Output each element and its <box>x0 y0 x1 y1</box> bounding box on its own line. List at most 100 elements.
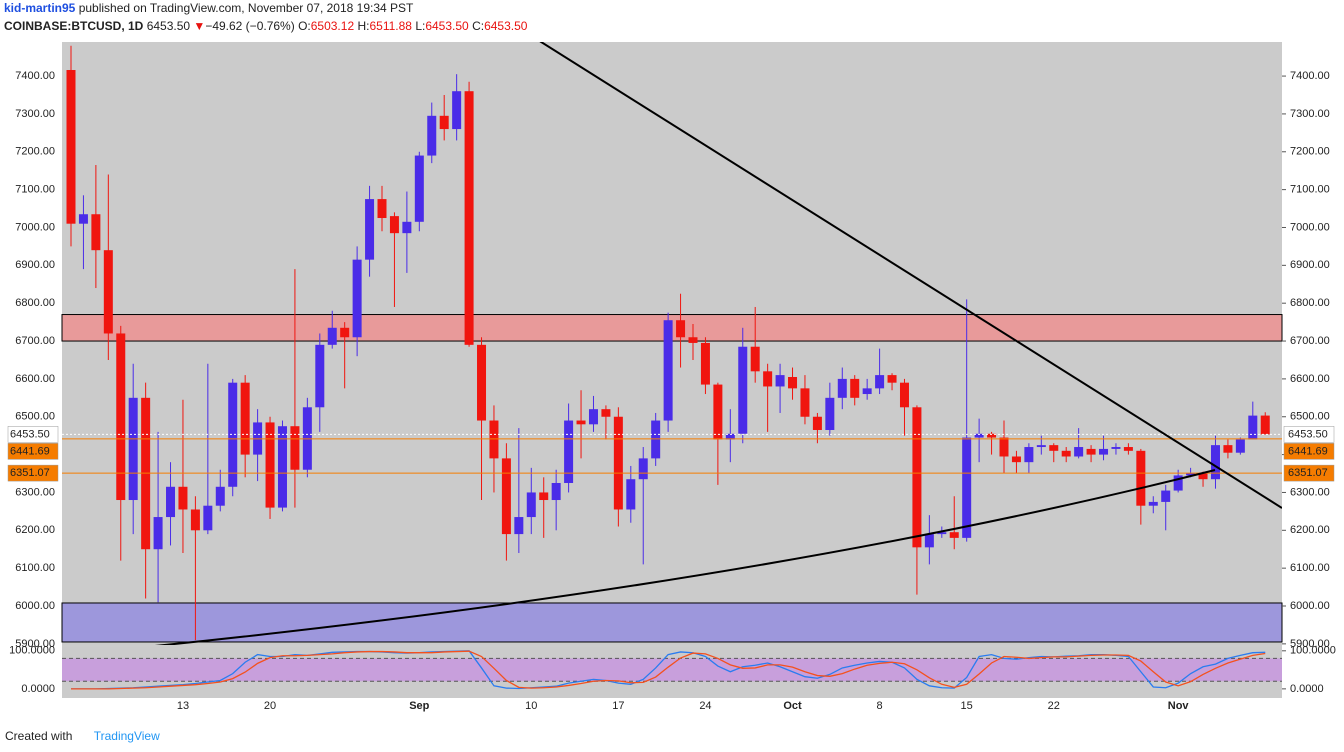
y-tick-label-right: 6800.00 <box>1290 297 1330 309</box>
candle-body <box>862 388 872 395</box>
y-tick-label: 6100.00 <box>15 562 55 574</box>
candle-body <box>1198 473 1208 480</box>
y-tick-label-right: 6300.00 <box>1290 486 1330 498</box>
candle-body <box>116 333 126 501</box>
candle-body <box>1024 447 1034 463</box>
candle-body <box>949 532 959 538</box>
candle-body <box>1086 448 1096 455</box>
indicator-line <box>71 650 1266 690</box>
candle-body <box>800 388 810 417</box>
brand[interactable]: TradingView <box>93 729 160 743</box>
o-value: 6503.12 <box>310 19 355 33</box>
x-tick-label: 15 <box>961 700 973 712</box>
candle-body <box>638 458 648 480</box>
y-tick-label: 6500.00 <box>15 411 55 423</box>
y-tick-label-right: 0.0000 <box>1290 683 1324 695</box>
y-tick-label: 0.0000 <box>21 683 55 695</box>
candle-body <box>190 509 200 531</box>
candle-body <box>775 375 785 387</box>
candle-body <box>937 532 947 535</box>
price-label-box <box>1283 464 1335 482</box>
candle-body <box>676 320 686 338</box>
y-tick-label: 100.0000 <box>9 645 55 657</box>
symbol: COINBASE:BTCUSD, 1D <box>4 19 144 33</box>
candle-body <box>1260 415 1270 435</box>
author[interactable]: kid-martin95 <box>4 1 76 15</box>
price-label: 6351.07 <box>1288 467 1328 479</box>
candle-body <box>1061 450 1071 457</box>
candle-body <box>551 482 561 501</box>
candle-body <box>713 384 723 440</box>
c-label: C: <box>472 19 485 33</box>
candle-body <box>601 409 611 417</box>
x-tick-label: 17 <box>612 700 624 712</box>
candle-body <box>539 492 549 501</box>
candle-body <box>91 214 101 251</box>
y-tick-label-right: 7000.00 <box>1290 221 1330 233</box>
candle-body <box>1148 501 1158 506</box>
candle-body <box>365 199 375 260</box>
candle-body <box>1099 448 1109 455</box>
y-tick-label-right: 6100.00 <box>1290 562 1330 574</box>
y-tick-label: 6600.00 <box>15 373 55 385</box>
x-tick-label: Oct <box>783 700 802 712</box>
candle-body <box>1210 445 1220 480</box>
price-label-box <box>7 464 59 482</box>
candle-body <box>439 115 449 130</box>
price-label: 6453.50 <box>10 428 50 440</box>
y-tick-label-right: 6900.00 <box>1290 259 1330 271</box>
y-tick-label: 6300.00 <box>15 486 55 498</box>
price-label-box <box>7 443 59 460</box>
h-value: 6511.88 <box>369 19 412 33</box>
candle-body <box>290 426 300 470</box>
candle-body <box>850 378 860 398</box>
trend-curve <box>154 469 1216 645</box>
y-tick-label: 7100.00 <box>15 184 55 196</box>
y-tick-label-right: 7400.00 <box>1290 70 1330 82</box>
y-tick-label-right: 7200.00 <box>1290 146 1330 158</box>
candle-body <box>215 486 225 506</box>
price-label: 6351.07 <box>10 467 50 479</box>
candle-body <box>750 346 760 372</box>
change: −49.62 (−0.76%) <box>205 19 295 33</box>
candle-body <box>987 433 997 438</box>
x-tick-label: Nov <box>1168 700 1190 712</box>
candle-body <box>203 505 213 531</box>
candle-body <box>427 115 437 156</box>
x-tick-label: 10 <box>525 700 537 712</box>
c-value: 6453.50 <box>484 19 528 33</box>
candle-body <box>1161 490 1171 502</box>
symbol-line: COINBASE:BTCUSD, 1D 6453.50 ▼−49.62 (−0.… <box>4 19 527 33</box>
y-tick-label-right: 7100.00 <box>1290 184 1330 196</box>
price-label: 6441.69 <box>1288 445 1328 457</box>
o-label: O: <box>298 19 311 33</box>
y-tick-label: 6800.00 <box>15 297 55 309</box>
candle-body <box>464 91 474 345</box>
y-tick-label: 6900.00 <box>15 259 55 271</box>
arrow: ▼ <box>193 19 206 33</box>
candle-body <box>103 250 113 334</box>
candle-body <box>377 199 387 219</box>
y-tick-label-right: 7300.00 <box>1290 108 1330 120</box>
candle-body <box>414 155 424 222</box>
candle-body <box>327 327 337 345</box>
candle-body <box>78 214 88 224</box>
candle-body <box>912 407 922 548</box>
x-tick-label: Sep <box>409 700 429 712</box>
candle-body <box>1186 473 1196 476</box>
candle-body <box>402 221 412 234</box>
last-price: 6453.50 <box>146 19 191 33</box>
candle-body <box>837 378 847 398</box>
candle-body <box>265 422 275 508</box>
trend-lines <box>154 42 1282 645</box>
y-tick-label: 6700.00 <box>15 335 55 347</box>
y-tick-label: 6200.00 <box>15 524 55 536</box>
candle-body <box>1136 450 1146 506</box>
candle-body <box>66 70 76 224</box>
created-with: Created with <box>5 729 73 743</box>
price-label: 6441.69 <box>10 445 50 457</box>
candle-body <box>1248 415 1258 440</box>
candle-body <box>887 375 897 383</box>
candle-body <box>962 437 972 538</box>
